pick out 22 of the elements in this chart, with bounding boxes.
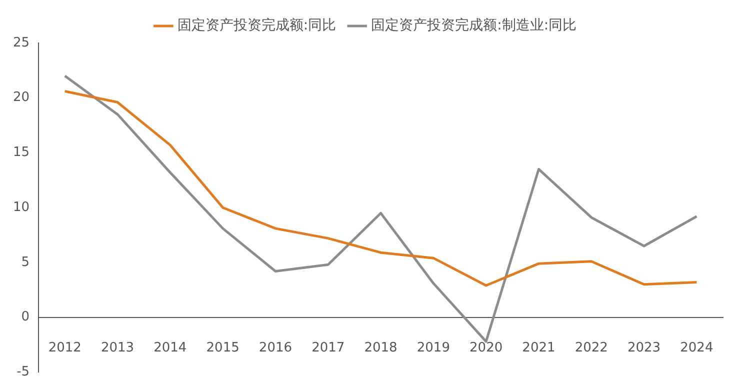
y-tick-label: 10: [12, 200, 30, 215]
x-tick-label: 2013: [100, 340, 134, 356]
x-tick-label: 2024: [680, 340, 714, 356]
x-tick-label: 2014: [154, 340, 187, 356]
legend-label: 固定资产投资完成额:制造业:同比: [371, 18, 577, 34]
y-tick-label: 20: [12, 90, 30, 106]
x-tick-label: 2017: [312, 340, 345, 356]
y-tick-label: 0: [21, 310, 30, 325]
x-tick-label: 2016: [258, 340, 292, 356]
x-tick-label: 2021: [522, 340, 556, 356]
x-tick-label: 2018: [364, 340, 398, 356]
x-tick-label: 2012: [48, 340, 82, 356]
y-tick-label: 15: [12, 145, 30, 160]
x-tick-label: 2020: [470, 340, 503, 356]
y-tick-label: -5: [16, 364, 30, 380]
x-tick-label: 2015: [206, 340, 240, 356]
legend-label: 固定资产投资完成额:同比: [177, 18, 336, 34]
x-tick-label: 2022: [574, 340, 608, 356]
x-tick-label: 2023: [627, 340, 661, 356]
y-tick-label: 25: [12, 35, 30, 50]
y-tick-label: 5: [21, 254, 30, 270]
x-tick-label: 2019: [416, 340, 450, 356]
